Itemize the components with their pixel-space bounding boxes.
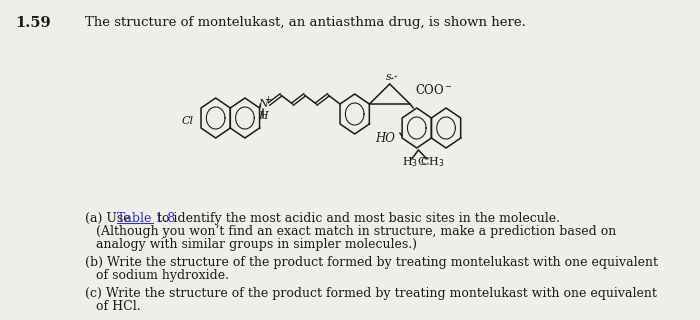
Text: CH$_3$: CH$_3$ xyxy=(420,155,444,169)
Text: The structure of montelukast, an antiasthma drug, is shown here.: The structure of montelukast, an antiast… xyxy=(85,16,526,29)
Text: +: + xyxy=(265,94,272,103)
Text: of HCl.: of HCl. xyxy=(96,300,140,313)
Text: H$_3$C: H$_3$C xyxy=(402,155,427,169)
Text: (b) Write the structure of the product formed by treating montelukast with one e: (b) Write the structure of the product f… xyxy=(85,256,657,269)
Text: s: s xyxy=(386,72,392,82)
Text: (a) Use: (a) Use xyxy=(85,212,134,225)
Text: 1.59: 1.59 xyxy=(15,16,51,30)
Text: COO$^-$: COO$^-$ xyxy=(415,83,453,97)
Text: to identify the most acidic and most basic sites in the molecule.: to identify the most acidic and most bas… xyxy=(153,212,560,225)
Text: analogy with similar groups in simpler molecules.): analogy with similar groups in simpler m… xyxy=(96,238,416,251)
Text: of sodium hydroxide.: of sodium hydroxide. xyxy=(96,269,229,282)
Text: Table 1.8: Table 1.8 xyxy=(117,212,175,225)
Text: H: H xyxy=(258,111,268,121)
Text: N: N xyxy=(258,99,268,109)
Text: HO: HO xyxy=(375,132,395,145)
Text: Cl: Cl xyxy=(182,116,194,126)
Text: (Although you won’t find an exact match in structure, make a prediction based on: (Although you won’t find an exact match … xyxy=(96,225,616,238)
Text: (c) Write the structure of the product formed by treating montelukast with one e: (c) Write the structure of the product f… xyxy=(85,287,657,300)
